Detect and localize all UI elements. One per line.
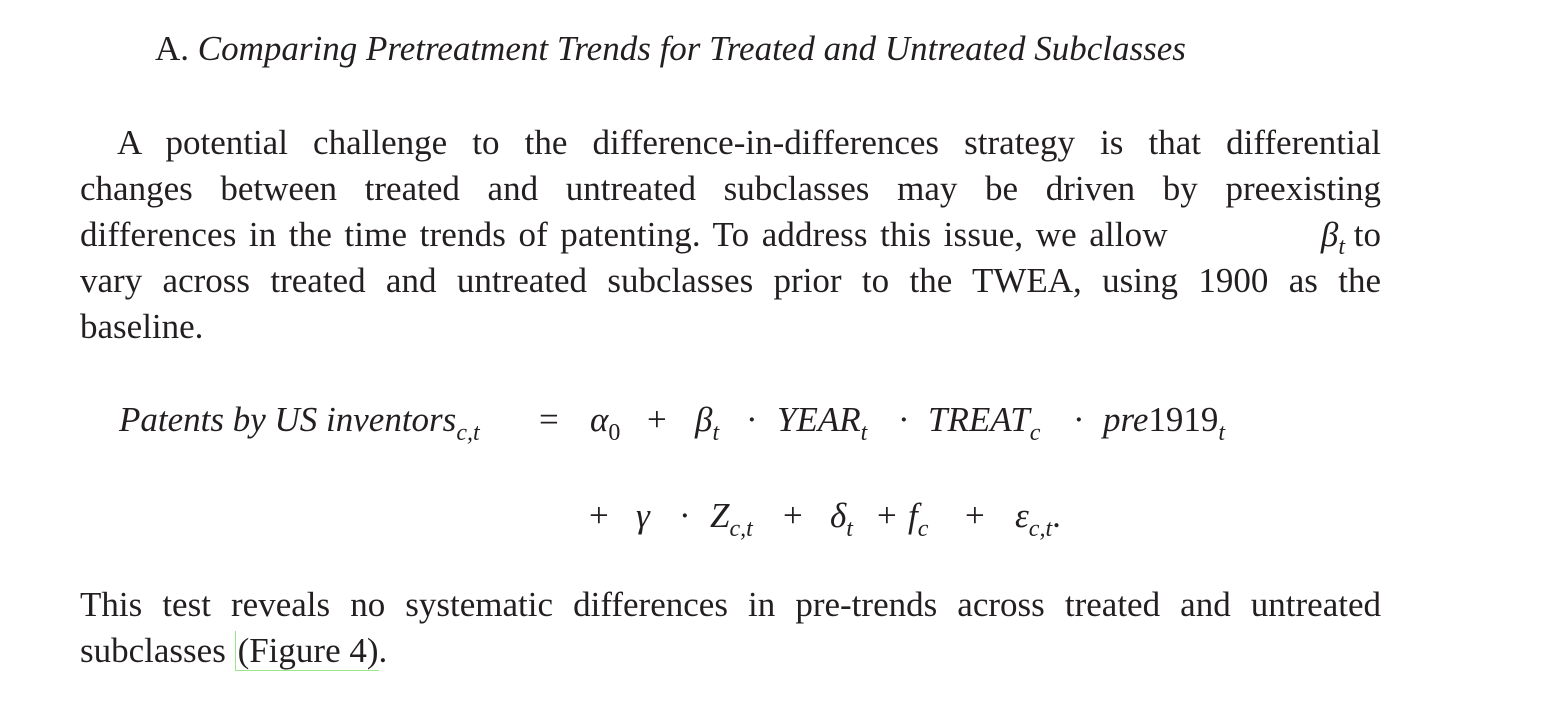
text-segment: . bbox=[378, 631, 388, 670]
eq-alpha: α0 bbox=[590, 400, 621, 446]
eq-pre1919: pre1919t bbox=[1103, 400, 1226, 446]
eq-plus: + bbox=[589, 496, 609, 535]
eq-dot: · bbox=[746, 400, 758, 439]
beta-symbol: β bbox=[1320, 215, 1339, 254]
text-line: This test reveals no systematic differen… bbox=[80, 585, 1381, 624]
eq-plus: + bbox=[647, 400, 667, 439]
section-label: A. bbox=[155, 29, 190, 68]
eq-dot: · bbox=[679, 496, 691, 535]
eq-lhs: Patents by US inventorsc,t bbox=[119, 400, 480, 446]
text-line: vary across treated and untreated subcla… bbox=[80, 261, 1381, 300]
eq-delta: δt bbox=[830, 496, 853, 542]
text-segment: to bbox=[1353, 215, 1381, 254]
eq-dot: · bbox=[1073, 400, 1085, 439]
beta-subscript: t bbox=[1338, 234, 1346, 260]
text-segment: subclasses bbox=[80, 631, 235, 670]
text-line: subclasses (Figure 4). bbox=[80, 628, 1381, 674]
text-line: baseline. bbox=[80, 307, 204, 346]
eq-plus: + bbox=[877, 496, 897, 535]
eq-plus: + bbox=[965, 496, 985, 535]
eq-beta: βt bbox=[695, 400, 720, 446]
text-line: changes between treated and untreated su… bbox=[80, 169, 1381, 208]
eq-z: Zc,t bbox=[710, 496, 753, 542]
eq-treat: TREATc bbox=[928, 400, 1041, 446]
paragraph-2: This test reveals no systematic differen… bbox=[80, 582, 1381, 674]
eq-plus: + bbox=[783, 496, 803, 535]
eq-equals: = bbox=[539, 400, 559, 439]
eq-year: YEARt bbox=[777, 400, 868, 446]
eq-epsilon: εc,t. bbox=[1015, 496, 1061, 542]
paragraph-1: A potential challenge to the difference-… bbox=[80, 120, 1381, 350]
text-segment: differences in the time trends of patent… bbox=[80, 215, 1168, 254]
section-heading: A. Comparing Pretreatment Trends for Tre… bbox=[155, 29, 1186, 69]
section-title: Comparing Pretreatment Trends for Treate… bbox=[197, 29, 1186, 68]
figure-4-link[interactable]: (Figure 4) bbox=[234, 631, 379, 671]
text-line: A potential challenge to the difference-… bbox=[117, 123, 1381, 162]
text-line: differences in the time trends of patent… bbox=[80, 212, 1381, 260]
eq-f: fc bbox=[908, 496, 929, 542]
eq-dot: · bbox=[898, 400, 910, 439]
math-inline: βt to bbox=[1320, 212, 1381, 260]
eq-gamma: γ bbox=[636, 496, 650, 535]
